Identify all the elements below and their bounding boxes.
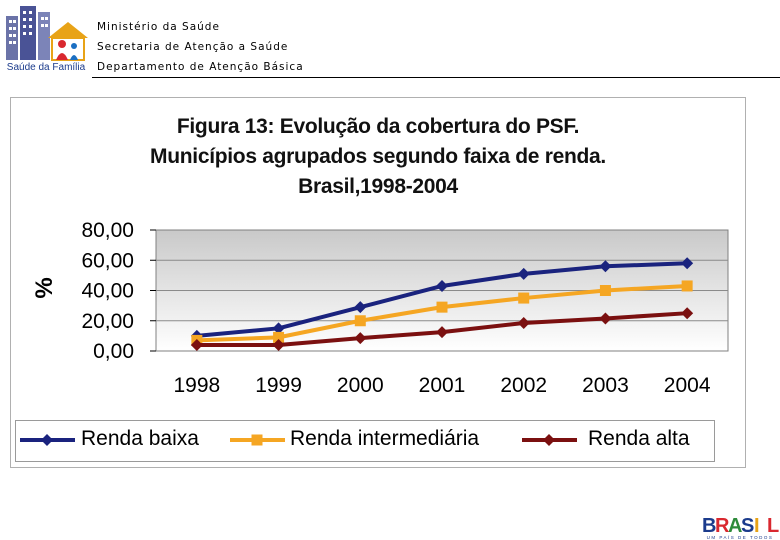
data-point	[354, 315, 366, 327]
legend-label-renda-intermediaria: Renda intermediária	[290, 427, 480, 450]
x-tick-label: 1999	[255, 374, 302, 397]
data-point	[681, 307, 694, 320]
data-point	[273, 331, 285, 343]
chart-title-line-1: Figura 13: Evolução da cobertura do PSF.	[176, 115, 580, 138]
y-tick-label: 60,00	[81, 249, 134, 272]
x-axis-ticks: 1998 1999 2000 2001 2002 2003 2004	[173, 374, 710, 397]
chart-legend	[15, 420, 715, 462]
data-point	[517, 317, 530, 330]
brasil-letter: A	[728, 515, 742, 537]
x-tick-label: 2003	[582, 374, 629, 397]
data-point	[272, 322, 285, 335]
y-axis-label: %	[31, 277, 58, 298]
chart-title-line-3: Brasil,1998-2004	[298, 175, 458, 198]
data-point	[517, 267, 530, 280]
data-point	[599, 260, 612, 273]
saude-da-familia-logo	[6, 6, 88, 61]
header-divider	[92, 77, 780, 78]
brasil-letter: L	[767, 515, 779, 537]
brasil-slogan: UM PAÍS DE TODOS	[707, 534, 774, 540]
chart-title-line-2: Municípios agrupados segundo faixa de re…	[150, 145, 606, 168]
data-point	[436, 326, 448, 339]
legend-label-renda-baixa: Renda baixa	[81, 427, 199, 450]
data-series	[190, 257, 694, 351]
data-point	[354, 301, 367, 314]
data-point	[681, 257, 694, 270]
y-tick-label: 20,00	[81, 310, 134, 333]
data-point	[354, 332, 367, 345]
brasil-letter: I	[754, 515, 760, 537]
page-header: Saúde da Família Ministério da Saúde Sec…	[0, 0, 780, 80]
x-tick-label: 2000	[337, 374, 384, 397]
legend-key-marker	[251, 434, 263, 446]
data-point	[436, 279, 448, 292]
brasil-letter: R	[715, 515, 730, 537]
logo-caption: Saúde da Família	[6, 62, 86, 73]
y-tick-label: 0,00	[93, 340, 134, 363]
ministry-name: Ministério da Saúde	[97, 21, 220, 33]
data-point	[599, 312, 612, 325]
x-tick-label: 2001	[419, 374, 466, 397]
legend-label-renda-alta: Renda alta	[588, 427, 690, 450]
y-tick-label: 80,00	[81, 219, 134, 242]
brasil-letter: B	[702, 515, 716, 537]
x-tick-label: 1998	[173, 374, 220, 397]
data-point	[436, 301, 448, 313]
y-axis-ticks: 0,00 20,00 40,00 60,00 80,00	[81, 219, 134, 363]
data-point	[518, 292, 530, 304]
y-tick-label: 40,00	[81, 280, 134, 303]
x-tick-label: 2002	[500, 374, 547, 397]
department-name: Departamento de Atenção Básica	[97, 61, 304, 73]
data-point	[272, 338, 285, 351]
data-point	[190, 338, 203, 351]
brasil-letter: S	[741, 515, 754, 537]
legend-key-marker	[41, 434, 53, 446]
data-point	[681, 280, 693, 292]
x-tick-label: 2004	[664, 374, 711, 397]
data-point	[599, 285, 611, 296]
legend-key-marker	[543, 434, 555, 446]
secretariat-name: Secretaria de Atenção a Saúde	[97, 41, 289, 53]
